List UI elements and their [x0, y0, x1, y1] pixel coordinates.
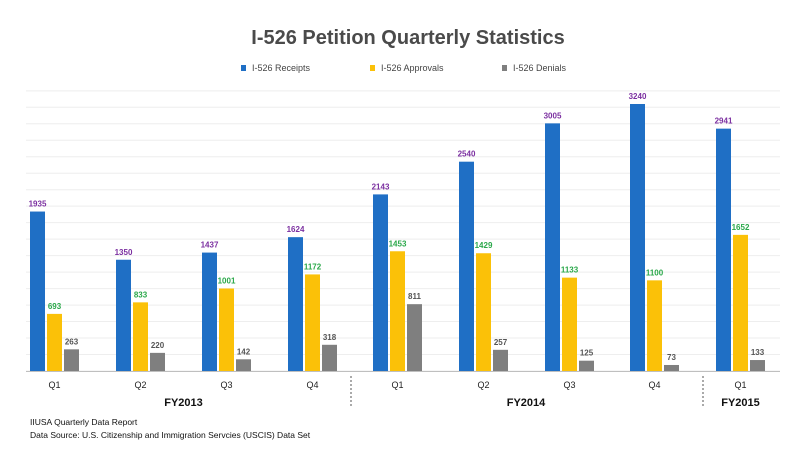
- bar: [750, 360, 765, 371]
- legend-label: I-526 Denials: [513, 63, 567, 73]
- data-label: 693: [48, 302, 62, 311]
- legend-swatch: [502, 65, 507, 71]
- bar: [579, 360, 594, 371]
- data-label: 1100: [646, 268, 664, 277]
- tick-label: Q1: [391, 380, 403, 390]
- data-label: 220: [151, 341, 165, 350]
- bar: [64, 349, 79, 371]
- data-label: 3240: [629, 92, 647, 101]
- data-label: 1172: [304, 262, 322, 271]
- legend: I-526 Receipts I-526 Approvals I-526 Denia…: [241, 63, 567, 73]
- data-label: 1624: [287, 225, 305, 234]
- data-label: 142: [237, 347, 251, 356]
- bar: [733, 234, 748, 371]
- bar: [664, 364, 679, 371]
- bar: [390, 251, 405, 371]
- legend-label: I-526 Approvals: [381, 63, 444, 73]
- data-label: 833: [134, 290, 148, 299]
- tick-label: Q4: [306, 380, 318, 390]
- data-labels: 1935 693 263 1350 833 220 1437 1001 142 1624 1172 3…: [29, 92, 765, 362]
- data-label: 3005: [544, 111, 562, 120]
- data-label: 1350: [115, 248, 133, 257]
- tick-label: Q2: [477, 380, 489, 390]
- tick-label: Q1: [48, 380, 60, 390]
- bar: [407, 304, 422, 371]
- fiscal-year-label: FY2015: [721, 397, 760, 409]
- bar: [545, 123, 560, 371]
- bar: [459, 161, 474, 371]
- data-label: 133: [751, 348, 765, 357]
- data-label: 1001: [218, 277, 236, 286]
- data-label: 263: [65, 337, 79, 346]
- tick-label: Q3: [220, 380, 232, 390]
- bar: [30, 211, 45, 371]
- fiscal-year-label: FY2014: [507, 397, 546, 409]
- bars: [30, 104, 765, 371]
- bar: [202, 252, 217, 371]
- bar: [47, 313, 62, 371]
- data-label: 2941: [715, 117, 733, 126]
- tick-label: Q3: [563, 380, 575, 390]
- legend-swatch: [241, 65, 246, 71]
- bar: [219, 288, 234, 371]
- bar: [150, 352, 165, 371]
- bar: [562, 277, 577, 371]
- fiscal-year-label: FY2013: [164, 397, 203, 409]
- data-label: 1935: [29, 200, 47, 209]
- bar: [716, 128, 731, 371]
- data-label: 73: [667, 353, 676, 362]
- data-label: 1437: [201, 241, 219, 250]
- legend-swatch: [370, 65, 375, 71]
- data-source: Data Source: U.S. Citizenship and Immigr…: [30, 430, 311, 440]
- grid-lines: [26, 90, 780, 372]
- bar: [322, 344, 337, 371]
- bar: [236, 359, 251, 371]
- bar: [288, 237, 303, 371]
- bar: [630, 104, 645, 371]
- tick-label: Q1: [734, 380, 746, 390]
- data-label: 2143: [372, 182, 390, 191]
- tick-label: Q2: [134, 380, 146, 390]
- bar: [116, 259, 131, 371]
- data-label: 1652: [732, 223, 750, 232]
- data-label: 1429: [475, 241, 493, 250]
- report-name: IIUSA Quarterly Data Report: [30, 417, 138, 427]
- data-label: 1133: [561, 266, 579, 275]
- bar: [647, 280, 662, 371]
- bar: [133, 302, 148, 371]
- x-axis: Q1 Q2 Q3 Q4 Q1 Q2 Q3 Q4 Q1 FY2013 FY2014 FY2015: [26, 371, 780, 409]
- legend-label: I-526 Receipts: [252, 63, 311, 73]
- bar: [305, 274, 320, 371]
- data-label: 2540: [458, 150, 476, 159]
- data-label: 811: [408, 292, 421, 301]
- data-label: 125: [580, 349, 594, 358]
- data-label: 1453: [389, 239, 407, 248]
- bar: [373, 194, 388, 371]
- tick-label: Q4: [648, 380, 660, 390]
- bar: [493, 349, 508, 371]
- data-label: 318: [323, 333, 337, 342]
- chart-title: I-526 Petition Quarterly Statistics: [251, 27, 564, 49]
- bar: [476, 253, 491, 371]
- data-label: 257: [494, 338, 508, 347]
